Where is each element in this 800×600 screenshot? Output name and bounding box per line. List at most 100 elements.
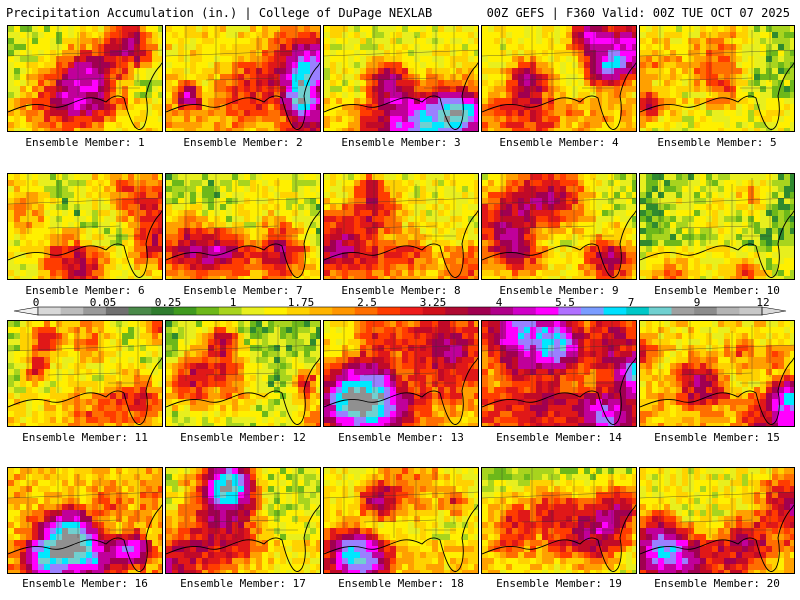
colorbar-tick-label: 12 xyxy=(756,296,770,309)
colorbar-swatch xyxy=(83,307,107,315)
precip-map xyxy=(166,468,320,573)
ensemble-panel xyxy=(165,25,321,132)
precip-map xyxy=(640,174,794,279)
ensemble-member-label: Ensemble Member: 10 xyxy=(654,284,780,297)
colorbar-swatch xyxy=(535,307,559,315)
colorbar-swatch xyxy=(671,307,695,315)
colorbar-swatch xyxy=(490,307,514,315)
ensemble-panel xyxy=(7,320,163,427)
ensemble-member-label: Ensemble Member: 18 xyxy=(338,577,464,590)
colorbar-swatch xyxy=(60,307,84,315)
ensemble-panel xyxy=(323,25,479,132)
ensemble-panel xyxy=(165,320,321,427)
precip-map xyxy=(8,321,162,426)
precip-map xyxy=(482,26,636,131)
colorbar-swatch xyxy=(648,307,672,315)
colorbar-swatch xyxy=(332,307,356,315)
colorbar-swatch xyxy=(445,307,469,315)
precip-map xyxy=(640,26,794,131)
map-title: Precipitation Accumulation (in.) | Colle… xyxy=(6,6,433,20)
colorbar-swatch xyxy=(513,307,537,315)
ensemble-panel xyxy=(481,25,637,132)
ensemble-panel xyxy=(323,467,479,574)
ensemble-member-label: Ensemble Member: 9 xyxy=(499,284,619,297)
ensemble-member-label: Ensemble Member: 4 xyxy=(499,136,619,149)
colorbar-tick-label: 5.5 xyxy=(555,296,575,309)
colorbar-swatch xyxy=(716,307,740,315)
colorbar-swatch xyxy=(354,307,378,315)
colorbar-tick-label: 4 xyxy=(495,296,503,309)
colorbar-tick-label: 0 xyxy=(32,296,40,309)
ensemble-member-label: Ensemble Member: 19 xyxy=(496,577,622,590)
ensemble-member-label: Ensemble Member: 13 xyxy=(338,431,464,444)
ensemble-member-label: Ensemble Member: 16 xyxy=(22,577,148,590)
colorbar-swatch xyxy=(581,307,604,315)
ensemble-panel xyxy=(323,320,479,427)
colorbar-swatch xyxy=(241,307,265,315)
ensemble-member-label: Ensemble Member: 20 xyxy=(654,577,780,590)
ensemble-panel xyxy=(639,25,795,132)
colorbar-tick-label: 1 xyxy=(229,296,237,309)
ensemble-member-label: Ensemble Member: 17 xyxy=(180,577,306,590)
colorbar-swatch xyxy=(38,307,61,315)
colorbar-tick-label: 0.05 xyxy=(89,296,117,309)
ensemble-panel xyxy=(481,320,637,427)
ensemble-panel xyxy=(7,25,163,132)
colorbar-swatch xyxy=(173,307,197,315)
ensemble-panel xyxy=(481,173,637,280)
ensemble-member-label: Ensemble Member: 3 xyxy=(341,136,461,149)
ensemble-member-label: Ensemble Member: 2 xyxy=(183,136,303,149)
precip-map xyxy=(324,468,478,573)
colorbar-tick-label: 0.25 xyxy=(154,296,182,309)
precip-map xyxy=(482,174,636,279)
ensemble-panel xyxy=(7,467,163,574)
ensemble-member-label: Ensemble Member: 14 xyxy=(496,431,622,444)
colorbar-swatch xyxy=(558,307,582,315)
ensemble-member-label: Ensemble Member: 8 xyxy=(341,284,461,297)
precip-map xyxy=(166,174,320,279)
precip-map xyxy=(166,26,320,131)
model-run-label: 00Z GEFS | F360 Valid: 00Z TUE OCT 07 20… xyxy=(486,6,790,20)
ensemble-panel xyxy=(165,173,321,280)
ensemble-member-label: Ensemble Member: 5 xyxy=(657,136,777,149)
colorbar-swatch xyxy=(196,307,220,315)
colorbar-swatch xyxy=(467,307,491,315)
colorbar-swatch xyxy=(422,307,446,315)
colorbar-tick-label: 9 xyxy=(693,296,701,309)
ensemble-member-label: Ensemble Member: 15 xyxy=(654,431,780,444)
ensemble-panel xyxy=(165,467,321,574)
precip-map xyxy=(324,174,478,279)
ensemble-member-label: Ensemble Member: 6 xyxy=(25,284,145,297)
colorbar-swatch xyxy=(694,307,718,315)
colorbar-swatch xyxy=(151,307,175,315)
precip-map xyxy=(324,26,478,131)
ensemble-member-label: Ensemble Member: 7 xyxy=(183,284,303,297)
precip-map xyxy=(640,321,794,426)
precip-map xyxy=(482,321,636,426)
precip-map xyxy=(324,321,478,426)
colorbar-swatch xyxy=(286,307,310,315)
colorbar-swatch xyxy=(105,307,129,315)
colorbar-tick-label: 7 xyxy=(627,296,635,309)
colorbar-swatch xyxy=(128,307,152,315)
precip-map xyxy=(8,26,162,131)
colorbar-swatch xyxy=(219,307,242,315)
precip-map xyxy=(8,174,162,279)
colorbar-tick-label: 3.25 xyxy=(419,296,447,309)
ensemble-panel xyxy=(639,320,795,427)
precip-map xyxy=(482,468,636,573)
colorbar-swatch xyxy=(626,307,650,315)
colorbar-swatch xyxy=(400,307,423,315)
colorbar-swatch xyxy=(603,307,627,315)
colorbar-tick-label: 2.5 xyxy=(357,296,377,309)
colorbar-swatch xyxy=(739,307,763,315)
ensemble-member-label: Ensemble Member: 12 xyxy=(180,431,306,444)
colorbar-swatch xyxy=(377,307,401,315)
precip-map xyxy=(8,468,162,573)
precip-map xyxy=(640,468,794,573)
precip-map xyxy=(166,321,320,426)
ensemble-member-label: Ensemble Member: 1 xyxy=(25,136,145,149)
ensemble-panel xyxy=(639,467,795,574)
ensemble-panel xyxy=(481,467,637,574)
precipitation-colorbar xyxy=(13,306,787,316)
